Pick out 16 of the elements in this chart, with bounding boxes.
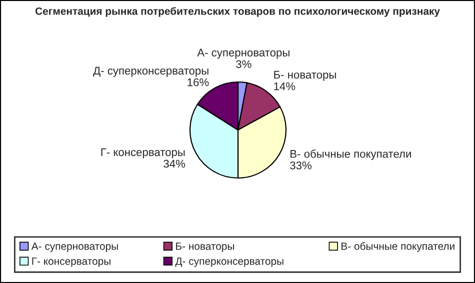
slice-label: Б- новаторы xyxy=(274,70,336,81)
legend-label: А- суперноваторы xyxy=(31,242,118,252)
slice-label: Д- суперконсерваторы xyxy=(93,66,208,77)
legend-label: Б- новаторы xyxy=(176,242,234,252)
slice-label: Г- консерваторы xyxy=(101,148,185,158)
legend-label: Г- консерваторы xyxy=(32,258,110,267)
chart-title: Сегментация рынка потребительских товаров по психологическому признаку xyxy=(35,7,440,17)
data-label: 33% xyxy=(290,161,312,170)
slice-label: В- обычные покупатели xyxy=(290,150,411,160)
data-label: 3% xyxy=(236,60,252,68)
legend-label: В- обычные покупатели xyxy=(342,242,454,252)
data-label: 14% xyxy=(274,82,296,90)
data-label: 34% xyxy=(164,160,186,168)
legend-label: Д- суперконсерваторы xyxy=(175,258,284,267)
data-label: 16% xyxy=(188,78,209,86)
slice-label: А- суперноваторы xyxy=(197,48,290,59)
